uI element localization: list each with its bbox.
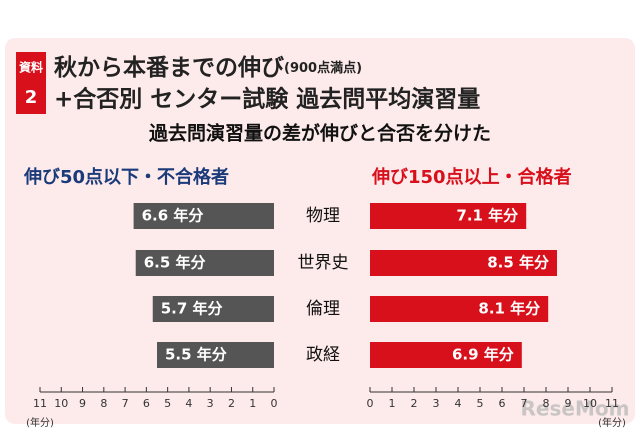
badge-number: 2	[25, 87, 38, 108]
chart-title: 秋から本番までの伸び(900点満点)	[54, 55, 362, 81]
x-tick-label: 0	[367, 397, 374, 410]
bar	[135, 250, 274, 276]
legend-left: 伸び50点以下・不合格者	[23, 166, 229, 188]
category-label: 物理	[306, 206, 340, 226]
bar	[152, 296, 274, 322]
bar	[370, 342, 522, 368]
x-tick-label: 10	[583, 397, 597, 410]
value-label: 6.6 年分	[142, 207, 204, 225]
category-label: 世界史	[298, 253, 349, 273]
title-line: 秋から本番までの伸び	[54, 55, 284, 81]
bar	[157, 342, 274, 368]
legend-right: 伸び150点以上・合格者	[371, 166, 572, 188]
x-tick-label: 4	[455, 397, 462, 410]
x-tick-label: 3	[433, 397, 440, 410]
x-tick-label: 2	[411, 397, 418, 410]
category-label: 政経	[306, 345, 340, 365]
x-tick-label: 5	[164, 397, 171, 410]
panel	[5, 38, 635, 424]
title-note: (900点満点)	[284, 60, 362, 76]
x-tick-label: 7	[122, 397, 129, 410]
x-tick-label: 5	[477, 397, 484, 410]
value-label: 6.9 年分	[452, 346, 514, 364]
bar	[370, 250, 557, 276]
badge	[16, 52, 46, 114]
x-tick-label: 11	[33, 397, 47, 410]
x-tick-label: 4	[185, 397, 192, 410]
x-tick-label: 3	[207, 397, 214, 410]
value-label: 8.5 年分	[487, 254, 549, 272]
bar	[370, 203, 527, 229]
x-tick-label: 11	[605, 397, 619, 410]
x-tick-label: 6	[143, 397, 150, 410]
x-tick-label: 7	[521, 397, 528, 410]
x-tick-label: 1	[389, 397, 396, 410]
value-label: 7.1 年分	[456, 207, 518, 225]
x-tick-label: 0	[271, 397, 278, 410]
subtitle: 過去問演習量の差が伸びと合否を分けた	[149, 122, 491, 145]
value-label: 8.1 年分	[478, 300, 540, 318]
x-tick-label: 10	[54, 397, 68, 410]
value-label: 5.7 年分	[161, 300, 223, 318]
bar	[370, 296, 549, 322]
x-tick-label: 9	[79, 397, 86, 410]
x-axis-label: (年分)	[26, 416, 54, 429]
x-tick-label: 2	[228, 397, 235, 410]
x-tick-label: 1	[249, 397, 256, 410]
watermark: ReseMom	[521, 397, 630, 421]
x-tick-label: 8	[543, 397, 550, 410]
x-tick-label: 6	[499, 397, 506, 410]
chart-title: +合否別 センター試験 過去問平均演習量	[54, 86, 480, 113]
category-label: 倫理	[306, 299, 340, 319]
value-label: 6.5 年分	[144, 254, 206, 272]
x-tick-label: 8	[100, 397, 107, 410]
badge-text: 資料	[19, 60, 43, 75]
bar	[133, 203, 274, 229]
value-label: 5.5 年分	[165, 346, 227, 364]
x-axis-label: (年分)	[598, 416, 626, 429]
x-tick-label: 9	[565, 397, 572, 410]
